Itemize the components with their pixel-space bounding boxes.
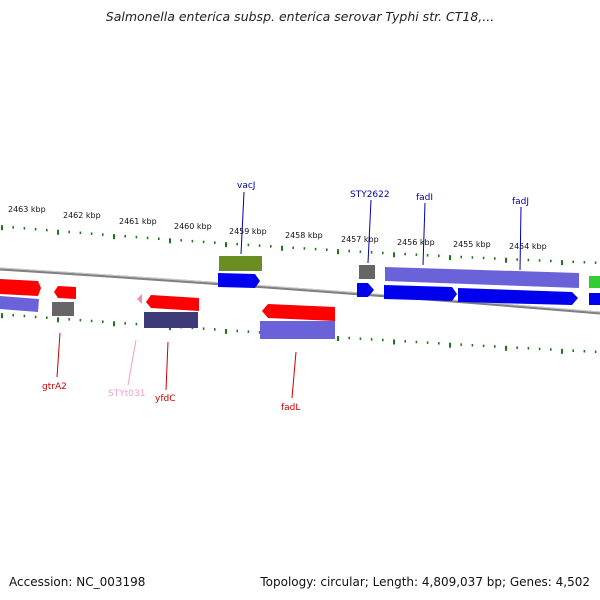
scale-label: 2455 kbp: [453, 240, 491, 249]
scale-label: 2454 kbp: [509, 242, 547, 251]
leader-line: [56, 332, 61, 378]
scale-label: 2461 kbp: [119, 217, 157, 226]
gene-feature[interactable]: [52, 302, 74, 316]
genome-backbone-highlight: [0, 267, 600, 313]
gene-label-STY2622[interactable]: STY2622: [350, 190, 390, 200]
leader-line: [422, 202, 426, 266]
gene-feature[interactable]: [146, 295, 199, 311]
leader-lines: [56, 191, 522, 399]
gene-feature[interactable]: [458, 288, 578, 305]
leader-line: [291, 351, 297, 399]
scale-label: 2459 kbp: [229, 227, 267, 236]
gene-feature[interactable]: [0, 279, 41, 296]
gene-label-fadI[interactable]: fadI: [416, 193, 433, 203]
gene-feature[interactable]: [589, 276, 600, 288]
gene-feature[interactable]: [589, 293, 600, 305]
gene-label-gtrA2[interactable]: gtrA2: [42, 382, 67, 392]
upper-tick-row: [1, 225, 597, 266]
gene-labels: vacJ STY2622 fadI fadJ gtrA2 STYt031 yfd…: [42, 181, 529, 413]
gene-feature[interactable]: [218, 273, 260, 288]
trna-feature[interactable]: [137, 294, 142, 304]
gene-label-fadJ[interactable]: fadJ: [512, 197, 529, 207]
map-title: Salmonella enterica subsp. enterica sero…: [105, 9, 495, 24]
gene-feature[interactable]: [54, 286, 76, 299]
gene-feature[interactable]: [260, 321, 335, 339]
gene-feature[interactable]: [219, 256, 262, 271]
gene-label-yfdC[interactable]: yfdC: [155, 394, 176, 404]
scale-label: 2460 kbp: [174, 222, 212, 231]
gene-feature[interactable]: [357, 283, 374, 297]
leader-line: [165, 341, 169, 391]
gene-feature[interactable]: [0, 296, 39, 312]
scale-labels: 2463 kbp 2462 kbp 2461 kbp 2460 kbp 2459…: [8, 205, 547, 251]
scale-label: 2463 kbp: [8, 205, 46, 214]
gene-label-fadL[interactable]: fadL: [281, 403, 300, 413]
leader-line: [519, 206, 522, 271]
scale-label: 2457 kbp: [341, 235, 379, 244]
gene-feature[interactable]: [384, 285, 457, 301]
scale-label: 2462 kbp: [63, 211, 101, 220]
gene-feature[interactable]: [385, 267, 579, 288]
gene-feature[interactable]: [262, 304, 335, 321]
leader-line: [367, 199, 372, 264]
scale-label: 2458 kbp: [285, 231, 323, 240]
leader-line: [127, 339, 137, 386]
genome-backbone: [0, 267, 600, 315]
gene-label-vacJ[interactable]: vacJ: [237, 181, 255, 191]
gene-label-STYt031[interactable]: STYt031: [108, 389, 145, 399]
forward-strand-features: [0, 256, 600, 339]
accession-text: Accession: NC_003198: [9, 575, 146, 589]
scale-label: 2456 kbp: [397, 238, 435, 247]
leader-line: [240, 191, 245, 255]
topology-text: Topology: circular; Length: 4,809,037 bp…: [260, 575, 590, 589]
gene-feature[interactable]: [144, 312, 198, 328]
gene-feature[interactable]: [359, 265, 375, 279]
